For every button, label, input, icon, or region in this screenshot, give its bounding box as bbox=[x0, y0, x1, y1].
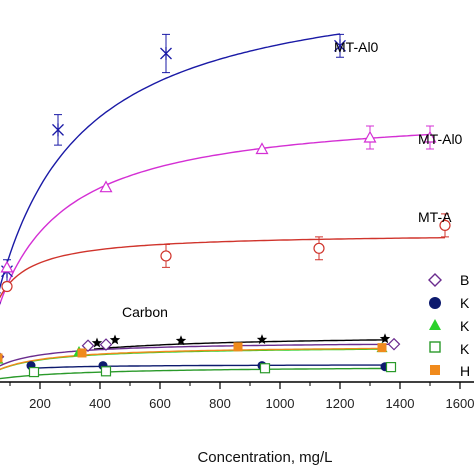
data-point-diamond bbox=[99, 338, 113, 351]
data-point-square-open bbox=[28, 366, 40, 378]
data-point-star bbox=[256, 334, 268, 344]
x-tick-label: 1200 bbox=[326, 396, 355, 411]
data-point-triangle bbox=[423, 130, 437, 143]
data-points bbox=[0, 33, 451, 378]
fit-curve bbox=[93, 339, 386, 350]
data-point-diamond bbox=[387, 337, 401, 351]
x-tick-label: 200 bbox=[29, 396, 51, 411]
x-axis-title: Concentration, mg/L bbox=[197, 449, 332, 466]
data-point-star bbox=[109, 334, 121, 345]
legend-marker-dot bbox=[429, 297, 441, 309]
data-point-triangle bbox=[255, 142, 269, 155]
x-axis-ticks: 200 400 600 800 1000 1200 1400 1600 bbox=[9, 382, 474, 411]
legend-label: B bbox=[460, 272, 469, 288]
fit-curve bbox=[27, 364, 385, 370]
fit-curve bbox=[0, 367, 391, 380]
data-point-diamond bbox=[81, 339, 95, 353]
fit-curve bbox=[0, 133, 431, 306]
legend-entry-k3: K bbox=[429, 341, 470, 357]
data-point-triangle bbox=[0, 260, 14, 273]
x-tick-label: 1000 bbox=[266, 396, 295, 411]
annotation-carbon: Carbon bbox=[122, 304, 168, 320]
x-tick-label: 400 bbox=[89, 396, 111, 411]
legend-marker-square-open bbox=[429, 341, 441, 353]
data-point-square bbox=[233, 342, 243, 352]
data-point-asterisk bbox=[334, 39, 346, 53]
data-point-square-open bbox=[259, 363, 271, 374]
data-point-square bbox=[77, 348, 87, 358]
fit-curve bbox=[0, 33, 341, 290]
fit-curve bbox=[0, 343, 395, 367]
legend-entry-h: H bbox=[430, 363, 470, 379]
annotation-mt-al0-lower: MT-Al0 bbox=[418, 131, 463, 147]
x-tick-label: 800 bbox=[209, 396, 231, 411]
legend-entry-k1: K bbox=[429, 295, 470, 311]
legend-label: K bbox=[460, 341, 470, 357]
data-point-circle bbox=[439, 219, 451, 231]
legend-marker-diamond bbox=[428, 273, 442, 287]
data-point-circle bbox=[1, 280, 13, 293]
legend-marker-triangle bbox=[429, 319, 441, 330]
data-point-square-open bbox=[100, 366, 112, 377]
annotation-mt-a: MT-A bbox=[418, 209, 452, 225]
data-point-square bbox=[0, 353, 3, 363]
data-point-circle bbox=[160, 250, 172, 262]
legend: B K K K H bbox=[428, 272, 470, 379]
legend-label: K bbox=[460, 295, 470, 311]
x-tick-label: 1600 bbox=[446, 396, 474, 411]
data-point-circle bbox=[313, 242, 325, 254]
data-point-star bbox=[175, 335, 187, 346]
legend-marker-square bbox=[430, 365, 440, 375]
fit-curve bbox=[0, 347, 382, 371]
fit-curves bbox=[0, 33, 445, 380]
data-point-star bbox=[379, 333, 391, 344]
legend-label: H bbox=[460, 363, 470, 379]
data-point-triangle bbox=[363, 130, 377, 143]
data-point-asterisk bbox=[160, 46, 172, 60]
legend-entry-b: B bbox=[428, 272, 469, 288]
data-point-triangle bbox=[99, 180, 113, 193]
data-point-square-open bbox=[385, 362, 397, 373]
legend-label: K bbox=[460, 318, 470, 334]
annotation-mt-al0-upper: MT-Al0 bbox=[334, 39, 379, 55]
x-tick-label: 1400 bbox=[386, 396, 415, 411]
legend-entry-k2: K bbox=[429, 318, 470, 334]
x-tick-label: 600 bbox=[149, 396, 171, 411]
data-point-asterisk bbox=[52, 123, 64, 137]
data-point-square bbox=[377, 343, 387, 353]
fit-curve bbox=[0, 237, 445, 299]
data-point-star bbox=[91, 337, 103, 348]
